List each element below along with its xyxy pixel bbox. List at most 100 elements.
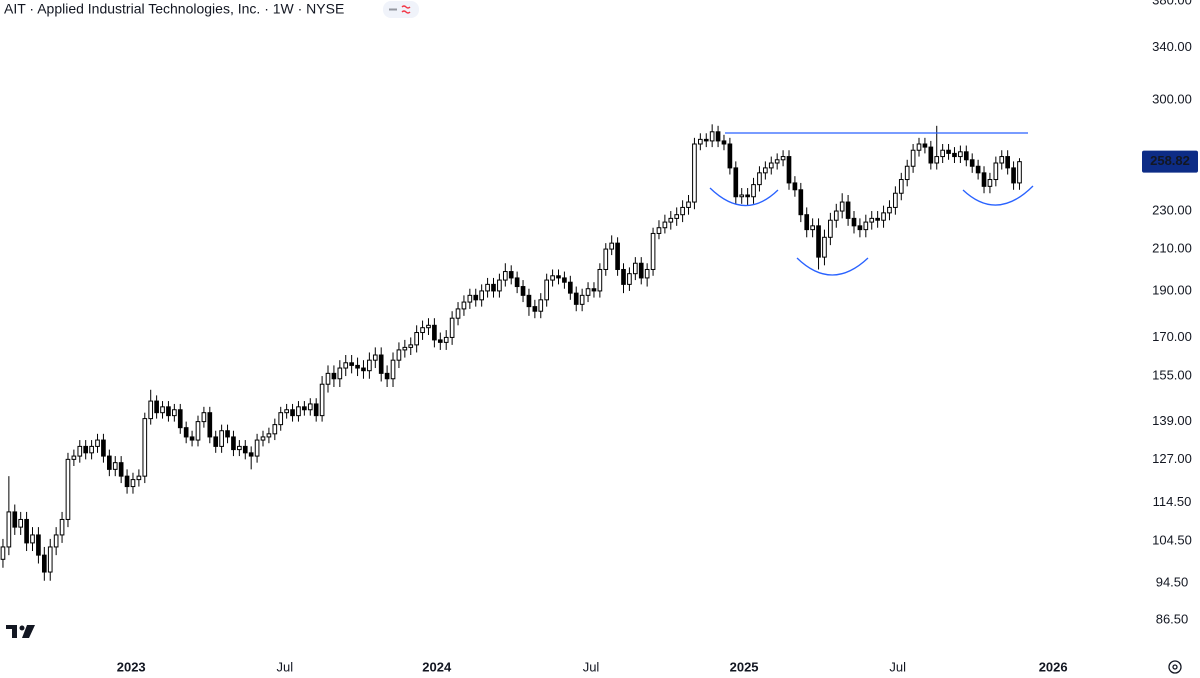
candle-body xyxy=(656,227,662,234)
candle-body xyxy=(544,279,550,301)
candle-body xyxy=(6,511,12,548)
candle-body xyxy=(219,430,224,447)
candle-body xyxy=(248,452,254,457)
candle-body xyxy=(763,167,768,174)
candle-body xyxy=(532,306,538,312)
settings-icon[interactable] xyxy=(1168,660,1182,674)
candle-body xyxy=(59,518,65,536)
candle-body xyxy=(650,232,656,270)
candle-body xyxy=(349,362,354,366)
candle-body xyxy=(83,445,89,454)
candle-body xyxy=(107,455,112,470)
candle-body xyxy=(638,262,644,279)
candle-body xyxy=(739,194,745,198)
x-tick-label: 2026 xyxy=(1039,659,1068,674)
gear-outer xyxy=(1168,660,1182,674)
y-tick-label: 190.00 xyxy=(1152,282,1192,297)
candle-body xyxy=(851,217,857,227)
candle-body xyxy=(916,143,922,151)
candle-body xyxy=(585,288,591,296)
candle-body xyxy=(12,511,18,528)
gear-inner xyxy=(1172,664,1178,670)
candle-body xyxy=(810,225,815,231)
candle-body xyxy=(804,214,810,231)
candle-body xyxy=(632,262,638,275)
candle-body xyxy=(47,546,53,573)
y-tick-label: 340.00 xyxy=(1152,39,1192,54)
candle-body xyxy=(514,277,520,288)
candle-body xyxy=(969,159,975,167)
candle-body xyxy=(745,194,750,198)
y-tick-label: 230.00 xyxy=(1152,202,1192,217)
y-tick-label: 94.50 xyxy=(1156,574,1189,589)
candle-body xyxy=(95,439,100,447)
candle-body xyxy=(278,412,284,426)
candle-body xyxy=(757,172,762,186)
tv-logo xyxy=(6,625,35,638)
candle-body xyxy=(869,217,875,223)
candle-body xyxy=(627,273,632,285)
candle-body xyxy=(201,412,207,423)
candle-body xyxy=(432,324,437,341)
candle-body xyxy=(904,165,910,181)
indicator-pill[interactable] xyxy=(383,1,419,18)
candle-body xyxy=(183,427,189,438)
candle-body xyxy=(928,146,934,164)
candle-body xyxy=(331,372,337,380)
candle-body xyxy=(520,286,526,296)
last-price-box xyxy=(1142,150,1198,173)
candle-body xyxy=(390,359,396,380)
candle-body xyxy=(715,131,721,142)
candle-body xyxy=(266,433,272,438)
candle-body xyxy=(225,430,230,438)
candle-body xyxy=(195,421,201,441)
candle-body xyxy=(609,242,615,250)
x-tick-label: Jul xyxy=(583,659,600,674)
y-tick-label: 300.00 xyxy=(1152,91,1192,106)
last-price-label: 258.82 xyxy=(1150,153,1190,168)
candle-body xyxy=(940,149,945,158)
candle-body xyxy=(18,518,24,528)
candle-body xyxy=(502,271,508,281)
arc-left-shoulder xyxy=(709,187,779,207)
candle-body xyxy=(952,152,957,158)
candle-body xyxy=(993,162,999,181)
candle-body xyxy=(260,436,266,441)
candle-body xyxy=(833,210,839,221)
candle-body xyxy=(999,156,1005,164)
candle-body xyxy=(402,346,408,351)
candle-body xyxy=(307,403,313,411)
candle-body xyxy=(242,445,248,454)
candle-body xyxy=(172,409,177,417)
candle-body xyxy=(875,217,880,221)
candle-body xyxy=(296,406,301,417)
candle-body xyxy=(922,143,928,148)
arc-head xyxy=(796,257,869,276)
candle-body xyxy=(893,192,898,208)
candle-body xyxy=(154,400,159,414)
candle-body xyxy=(946,149,951,154)
candle-body xyxy=(337,367,343,380)
candle-body xyxy=(845,201,851,219)
candle-body xyxy=(981,172,987,187)
x-tick-label: Jul xyxy=(889,659,906,674)
candle-body xyxy=(550,275,555,281)
candle-body xyxy=(644,268,650,279)
candle-body xyxy=(437,339,443,343)
candle-body xyxy=(367,359,372,372)
y-tick-label: 114.50 xyxy=(1153,494,1192,509)
candle-body xyxy=(372,354,378,361)
y-tick-label: 155.00 xyxy=(1152,367,1192,382)
plot-area xyxy=(0,124,1022,581)
candle-body xyxy=(839,201,845,212)
x-tick-label: 2023 xyxy=(117,659,146,674)
y-tick-label: 127.00 xyxy=(1152,451,1192,466)
candle-body xyxy=(254,439,260,457)
candle-body xyxy=(816,225,821,258)
candle-body xyxy=(774,159,780,164)
candle-body xyxy=(101,439,106,457)
candle-body xyxy=(41,554,47,573)
candle-body xyxy=(621,268,626,285)
candle-body xyxy=(177,409,183,429)
candle-body xyxy=(461,301,467,310)
